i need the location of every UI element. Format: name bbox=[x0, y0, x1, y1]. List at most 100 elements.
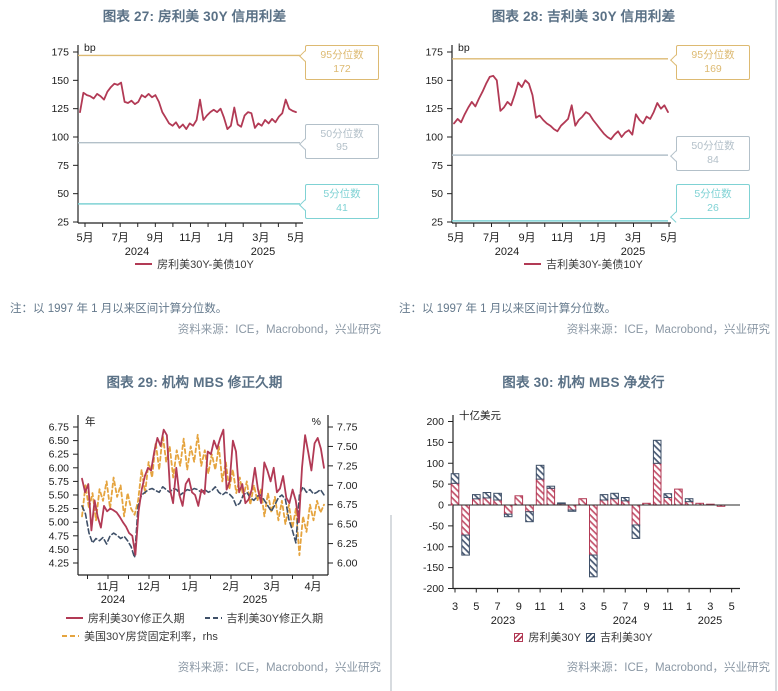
y-tick-label: -200 bbox=[423, 583, 444, 595]
year-label: 2025 bbox=[251, 246, 275, 258]
fannie-bar bbox=[461, 504, 470, 536]
x-tick-label: 1月 bbox=[181, 581, 198, 593]
x-tick-label: 9 bbox=[516, 601, 522, 613]
x-tick-label: 9月 bbox=[147, 232, 164, 244]
y-tick-label: 150 bbox=[425, 75, 443, 87]
legend-label: 吉利美30Y bbox=[600, 632, 653, 644]
x-tick-label: 2月 bbox=[222, 581, 239, 593]
chart29-legend-row2: 美国30Y房贷固定利率，rhs bbox=[62, 628, 389, 644]
x-tick-label: 7月 bbox=[112, 232, 129, 244]
y-tick-label: 100 bbox=[51, 132, 69, 144]
ginnie-bar bbox=[461, 534, 470, 556]
year-label: 2023 bbox=[491, 615, 515, 627]
x-tick-label: 5月 bbox=[287, 232, 304, 244]
y-axis-unit-right: % bbox=[312, 416, 321, 428]
y-tick-label: 75 bbox=[431, 160, 443, 172]
y-tick-label: 50 bbox=[57, 188, 69, 200]
fannie-bar bbox=[610, 498, 619, 506]
year-label: 2024 bbox=[613, 615, 637, 627]
legend-item: 房利美30Y修正久期 bbox=[65, 610, 185, 626]
percentile-label: 5分位数 bbox=[323, 188, 361, 200]
y-tick-label: 100 bbox=[426, 458, 444, 470]
percentile-callout-95: 95分位数 169 bbox=[670, 45, 750, 81]
x-tick-label: 4月 bbox=[304, 581, 321, 593]
spread-series-line bbox=[453, 74, 669, 141]
fannie-bar bbox=[493, 499, 502, 506]
chart28-source: 资料来源：ICE，Macrobond，兴业研究 bbox=[566, 324, 770, 336]
x-tick-label: 3月 bbox=[263, 581, 280, 593]
y-tick-label: 175 bbox=[51, 47, 69, 59]
fannie-bar bbox=[674, 488, 683, 506]
legend-label: 房利美30Y修正久期 bbox=[87, 613, 185, 625]
y-tick-label: 7.75 bbox=[337, 422, 358, 434]
fannie-bar bbox=[631, 504, 641, 526]
ginnie-bar bbox=[482, 492, 492, 499]
y-axis-unit: bp bbox=[458, 42, 470, 54]
y-tick-label: 25 bbox=[431, 217, 443, 229]
cell-divider bbox=[390, 515, 392, 691]
chart27-note: 注：以 1997 年 1 月以来区间计算分位数。 bbox=[10, 303, 228, 315]
y-tick-label: 125 bbox=[425, 103, 443, 115]
percentile-callout-5: 5分位数 41 bbox=[299, 184, 379, 220]
x-tick-label: 5月 bbox=[660, 232, 677, 244]
y-tick-label: 175 bbox=[425, 47, 443, 59]
x-tick-label: 3 bbox=[580, 601, 586, 613]
hatch-swatch-icon bbox=[514, 632, 524, 642]
x-tick-label: 3 bbox=[452, 601, 458, 613]
y-tick-label: 6.00 bbox=[49, 462, 70, 474]
fannie-bar bbox=[589, 504, 598, 556]
ginnie-bar bbox=[620, 497, 630, 502]
y-tick-label: 6.25 bbox=[337, 538, 358, 550]
year-label: 2024 bbox=[495, 246, 519, 258]
fannie-bar bbox=[599, 499, 609, 506]
x-tick-label: 9月 bbox=[518, 232, 535, 244]
y-tick-label: -150 bbox=[423, 562, 444, 574]
y-tick-label: 200 bbox=[426, 416, 444, 428]
y-axis-unit: 十亿美元 bbox=[459, 409, 501, 422]
legend-label: 吉利美30Y-美债10Y bbox=[546, 259, 643, 271]
y-tick-label: 6.50 bbox=[49, 435, 70, 447]
x-tick-label: 5 bbox=[729, 601, 735, 613]
x-tick-label: 11月 bbox=[179, 232, 201, 244]
y-tick-label: 4.50 bbox=[49, 544, 70, 556]
legend-item: 吉利美30Y bbox=[586, 629, 653, 645]
ginnie-bar bbox=[557, 502, 566, 505]
ginnie-bar bbox=[503, 513, 513, 518]
percentile-label: 50分位数 bbox=[691, 140, 735, 153]
ginnie-bar bbox=[589, 554, 598, 578]
legend-item: 房利美30Y-美债10Y bbox=[135, 256, 254, 272]
y-tick-label: 6.50 bbox=[337, 519, 358, 531]
y-tick-label: 6.00 bbox=[337, 558, 358, 570]
x-tick-label: 11 bbox=[662, 601, 673, 613]
y-tick-label: 50 bbox=[431, 188, 443, 200]
x-tick-label: 5月 bbox=[76, 232, 93, 244]
chart29-legend-row1: 房利美30Y修正久期 吉利美30Y修正久期 bbox=[0, 610, 389, 626]
y-axis-unit: bp bbox=[84, 42, 96, 54]
y-tick-label: -50 bbox=[429, 520, 444, 532]
chart30-title: 图表 30: 机构 MBS 净发行 bbox=[502, 375, 665, 390]
y-tick-label: 5.75 bbox=[49, 476, 70, 488]
x-tick-label: 11月 bbox=[551, 232, 573, 244]
x-tick-label: 9 bbox=[643, 601, 649, 613]
y-tick-label: 150 bbox=[426, 437, 444, 449]
percentile-label: 5分位数 bbox=[694, 188, 732, 200]
ginnie-bar bbox=[525, 511, 534, 523]
chart28-note: 注：以 1997 年 1 月以来区间计算分位数。 bbox=[399, 303, 617, 315]
y-tick-label: -100 bbox=[423, 541, 444, 553]
fannie-bar bbox=[578, 498, 588, 506]
percentile-label: 95分位数 bbox=[691, 49, 735, 61]
x-tick-label: 7 bbox=[622, 601, 628, 613]
year-label: 2025 bbox=[243, 594, 267, 606]
x-tick-label: 7月 bbox=[483, 232, 500, 244]
chart28-legend: 吉利美30Y-美债10Y bbox=[389, 256, 778, 272]
year-label: 2025 bbox=[621, 246, 645, 258]
fannie-bar bbox=[525, 504, 534, 513]
ginnie-bar bbox=[567, 509, 577, 512]
legend-label: 美国30Y房贷固定利率，rhs bbox=[84, 631, 218, 643]
y-tick-label: 7.25 bbox=[337, 460, 358, 472]
legend-label: 房利美30Y-美债10Y bbox=[157, 259, 254, 271]
percentile-value: 41 bbox=[336, 201, 348, 214]
ginnie-duration-line bbox=[81, 486, 325, 559]
x-tick-label: 1 bbox=[686, 601, 692, 613]
